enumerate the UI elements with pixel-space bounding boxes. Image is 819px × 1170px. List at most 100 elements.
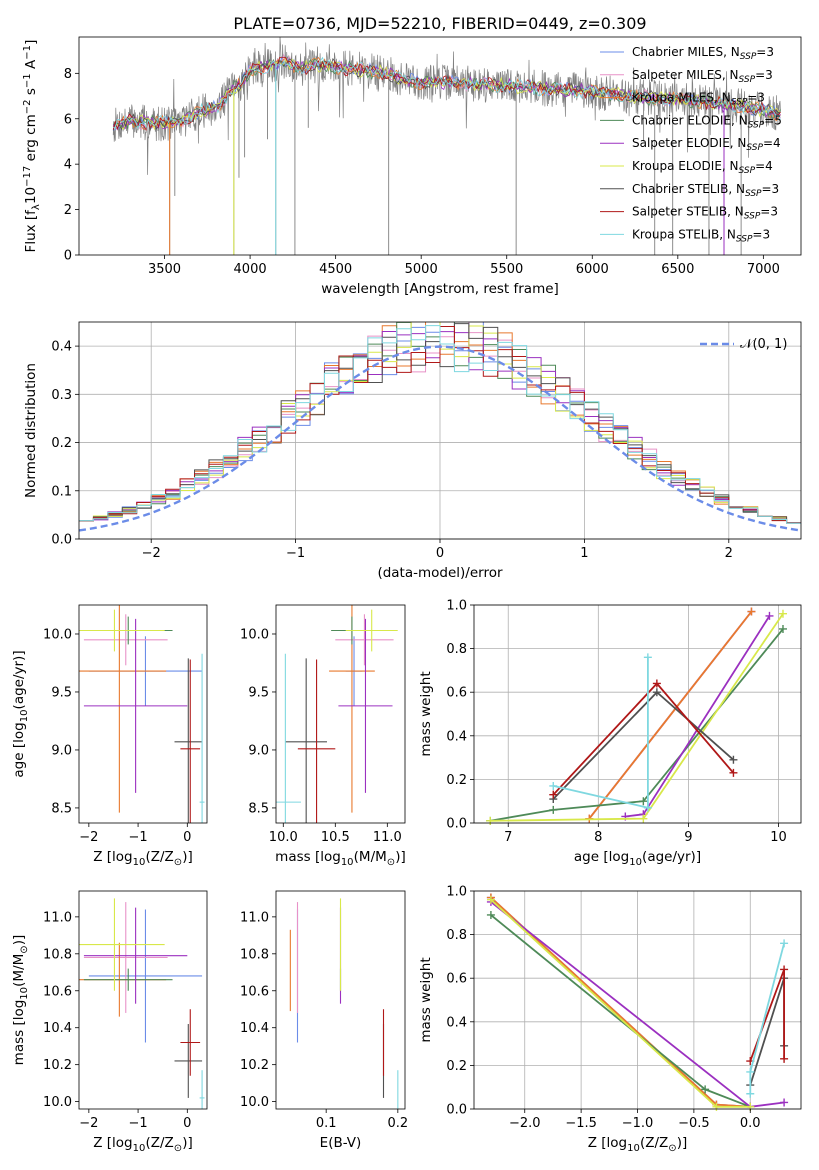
panel-residuals: −2 −1 0 1 2 0.0 0.1 0.2 0.3 0.4 (data-model)/error… — [23, 321, 802, 581]
y-tick-label: 0.6 — [446, 972, 467, 987]
errorbar-point-4 — [83, 907, 188, 1004]
y-tick-label: 8.5 — [248, 801, 269, 816]
axes-frame — [78, 604, 208, 824]
errorbar-point-8 — [276, 653, 301, 823]
plot-area-age-weight — [486, 607, 787, 825]
model-spectrum-7 — [112, 56, 781, 131]
y-tick-label: 0.2 — [446, 773, 467, 788]
y-tick-label: 0.2 — [446, 1059, 467, 1074]
errorbar-point-6 — [174, 658, 203, 823]
y-tick-label: 0.0 — [446, 817, 467, 832]
plot-area-z-mass — [79, 898, 205, 1109]
x-tick-label: −2 — [79, 830, 98, 845]
panel-spectrum: 3500 4000 4500 5000 5500 6000 6500 7000 0 2 4 6 8 wav… — [22, 36, 802, 297]
legend-label: Salpeter STELIB, NSSP=3 — [632, 205, 778, 222]
x-tick-label: 10.5 — [321, 830, 350, 845]
x-tick-label: −1.5 — [565, 1116, 597, 1131]
weight-marker — [549, 790, 558, 799]
y-axis-label: mass [log10 (M/M⊙ )] — [11, 935, 30, 1066]
x-tick-label: 6500 — [661, 262, 694, 277]
y-tick-label: 9.0 — [248, 743, 269, 758]
y-tick-label: 0.4 — [51, 340, 72, 355]
y-tick-label: 10.4 — [240, 1021, 269, 1036]
x-tick-label: −2 — [79, 1116, 98, 1131]
x-tick-label: −2.0 — [509, 1116, 541, 1131]
x-tick-label: 5000 — [405, 262, 438, 277]
y-tick-label: 0.6 — [446, 686, 467, 701]
weight-marker — [639, 797, 648, 806]
weight-marker — [652, 679, 661, 688]
figure-title: PLATE=0736, MJD=52210, FIBERID=0449, z=0… — [233, 14, 646, 33]
axes-frame — [473, 604, 802, 824]
y-tick-label: 0.8 — [446, 928, 467, 943]
y-tick-label: 6 — [64, 112, 72, 127]
x-tick-label: 5500 — [490, 262, 523, 277]
weight-marker — [780, 965, 789, 974]
x-tick-label: 10 — [770, 830, 787, 845]
errorbar-point-3 — [83, 968, 173, 991]
x-axis-label: (data-model)/error — [377, 565, 503, 581]
y-tick-label: 11.0 — [240, 910, 269, 925]
y-tick-label: 0.4 — [446, 1015, 467, 1030]
weight-marker — [549, 781, 558, 790]
y-tick-label: 9.0 — [51, 743, 72, 758]
x-tick-label: 0 — [183, 1116, 191, 1131]
weight-marker — [712, 1102, 721, 1111]
weight-marker — [729, 768, 738, 777]
x-tick-label: 7000 — [747, 262, 780, 277]
y-tick-label: 9.5 — [51, 685, 72, 700]
weight-marker — [643, 803, 652, 812]
x-axis-label: Z [log10 (Z/Z⊙ )] — [93, 849, 193, 868]
x-tick-label: −1 — [128, 1116, 147, 1131]
y-tick-label: 10.0 — [240, 627, 269, 642]
y-tick-label: 8 — [64, 67, 72, 82]
y-tick-label: 10.2 — [240, 1058, 269, 1073]
x-tick-label: 4000 — [234, 262, 267, 277]
y-tick-label: 11.0 — [43, 910, 72, 925]
weight-marker — [746, 1089, 755, 1098]
y-tick-label: 9.5 — [248, 685, 269, 700]
y-axis-label: mass weight — [418, 671, 434, 756]
legend-label: Salpeter ELODIE, NSSP=4 — [632, 136, 781, 153]
y-tick-label: 0.8 — [446, 642, 467, 657]
y-axis-label: age [log10 (age/yr)] — [11, 650, 30, 777]
weight-marker — [778, 624, 787, 633]
plot-area-residuals — [79, 322, 801, 532]
weight-series-5 — [486, 609, 787, 825]
legend-label: Kroupa MILES, NSSP=3 — [632, 91, 765, 108]
y-tick-label: 8.5 — [51, 801, 72, 816]
errorbar-point-1 — [335, 614, 394, 666]
y-tick-label: 0 — [64, 249, 72, 264]
x-tick-label: 2 — [725, 546, 733, 561]
panel-z-age: −2 −1 0 8.5 9.0 9.5 10.0 Z [log10 (Z/Z⊙ )] age [… — [11, 604, 208, 868]
x-tick-label: 0.1 — [316, 1116, 337, 1131]
model-spectrum-8 — [113, 56, 781, 130]
errorbar-point-4 — [83, 618, 188, 793]
y-tick-label: 4 — [64, 158, 72, 173]
panel-ebv-mass: 0.1 0.2 10.0 10.2 10.4 10.6 10.8 11.0 E(B-V) — [240, 890, 408, 1151]
weight-marker — [639, 814, 648, 823]
weight-marker — [729, 755, 738, 764]
x-tick-label: 3500 — [148, 262, 181, 277]
y-tick-label: 0.0 — [51, 533, 72, 548]
y-tick-label: 10.0 — [240, 1095, 269, 1110]
weight-marker — [746, 1067, 755, 1076]
weight-series-8 — [746, 939, 789, 1098]
y-tick-label: 0.0 — [446, 1103, 467, 1118]
x-tick-label: 9 — [684, 830, 692, 845]
panel-age-weight: 7 8 9 10 0.0 0.2 0.4 0.6 0.8 1.0 age [log10 (age/y… — [418, 599, 802, 868]
legend-label: Chabrier MILES, NSSP=3 — [632, 45, 774, 62]
x-tick-label: 0 — [183, 830, 191, 845]
x-tick-label: −1.0 — [622, 1116, 654, 1131]
axes-frame — [275, 890, 406, 1110]
errorbar-point-8 — [199, 1070, 205, 1109]
x-tick-label: 10.0 — [269, 830, 298, 845]
weight-line — [588, 610, 753, 820]
x-tick-label: 0.0 — [740, 1116, 761, 1131]
x-tick-label: 8 — [594, 830, 602, 845]
plot-area-spectrum — [112, 37, 781, 255]
y-axis-label: Normed distribution — [23, 363, 39, 498]
y-axis-label: mass weight — [418, 957, 434, 1042]
y-tick-label: 10.6 — [240, 984, 269, 999]
legend-label: Chabrier STELIB, NSSP=3 — [632, 182, 779, 199]
